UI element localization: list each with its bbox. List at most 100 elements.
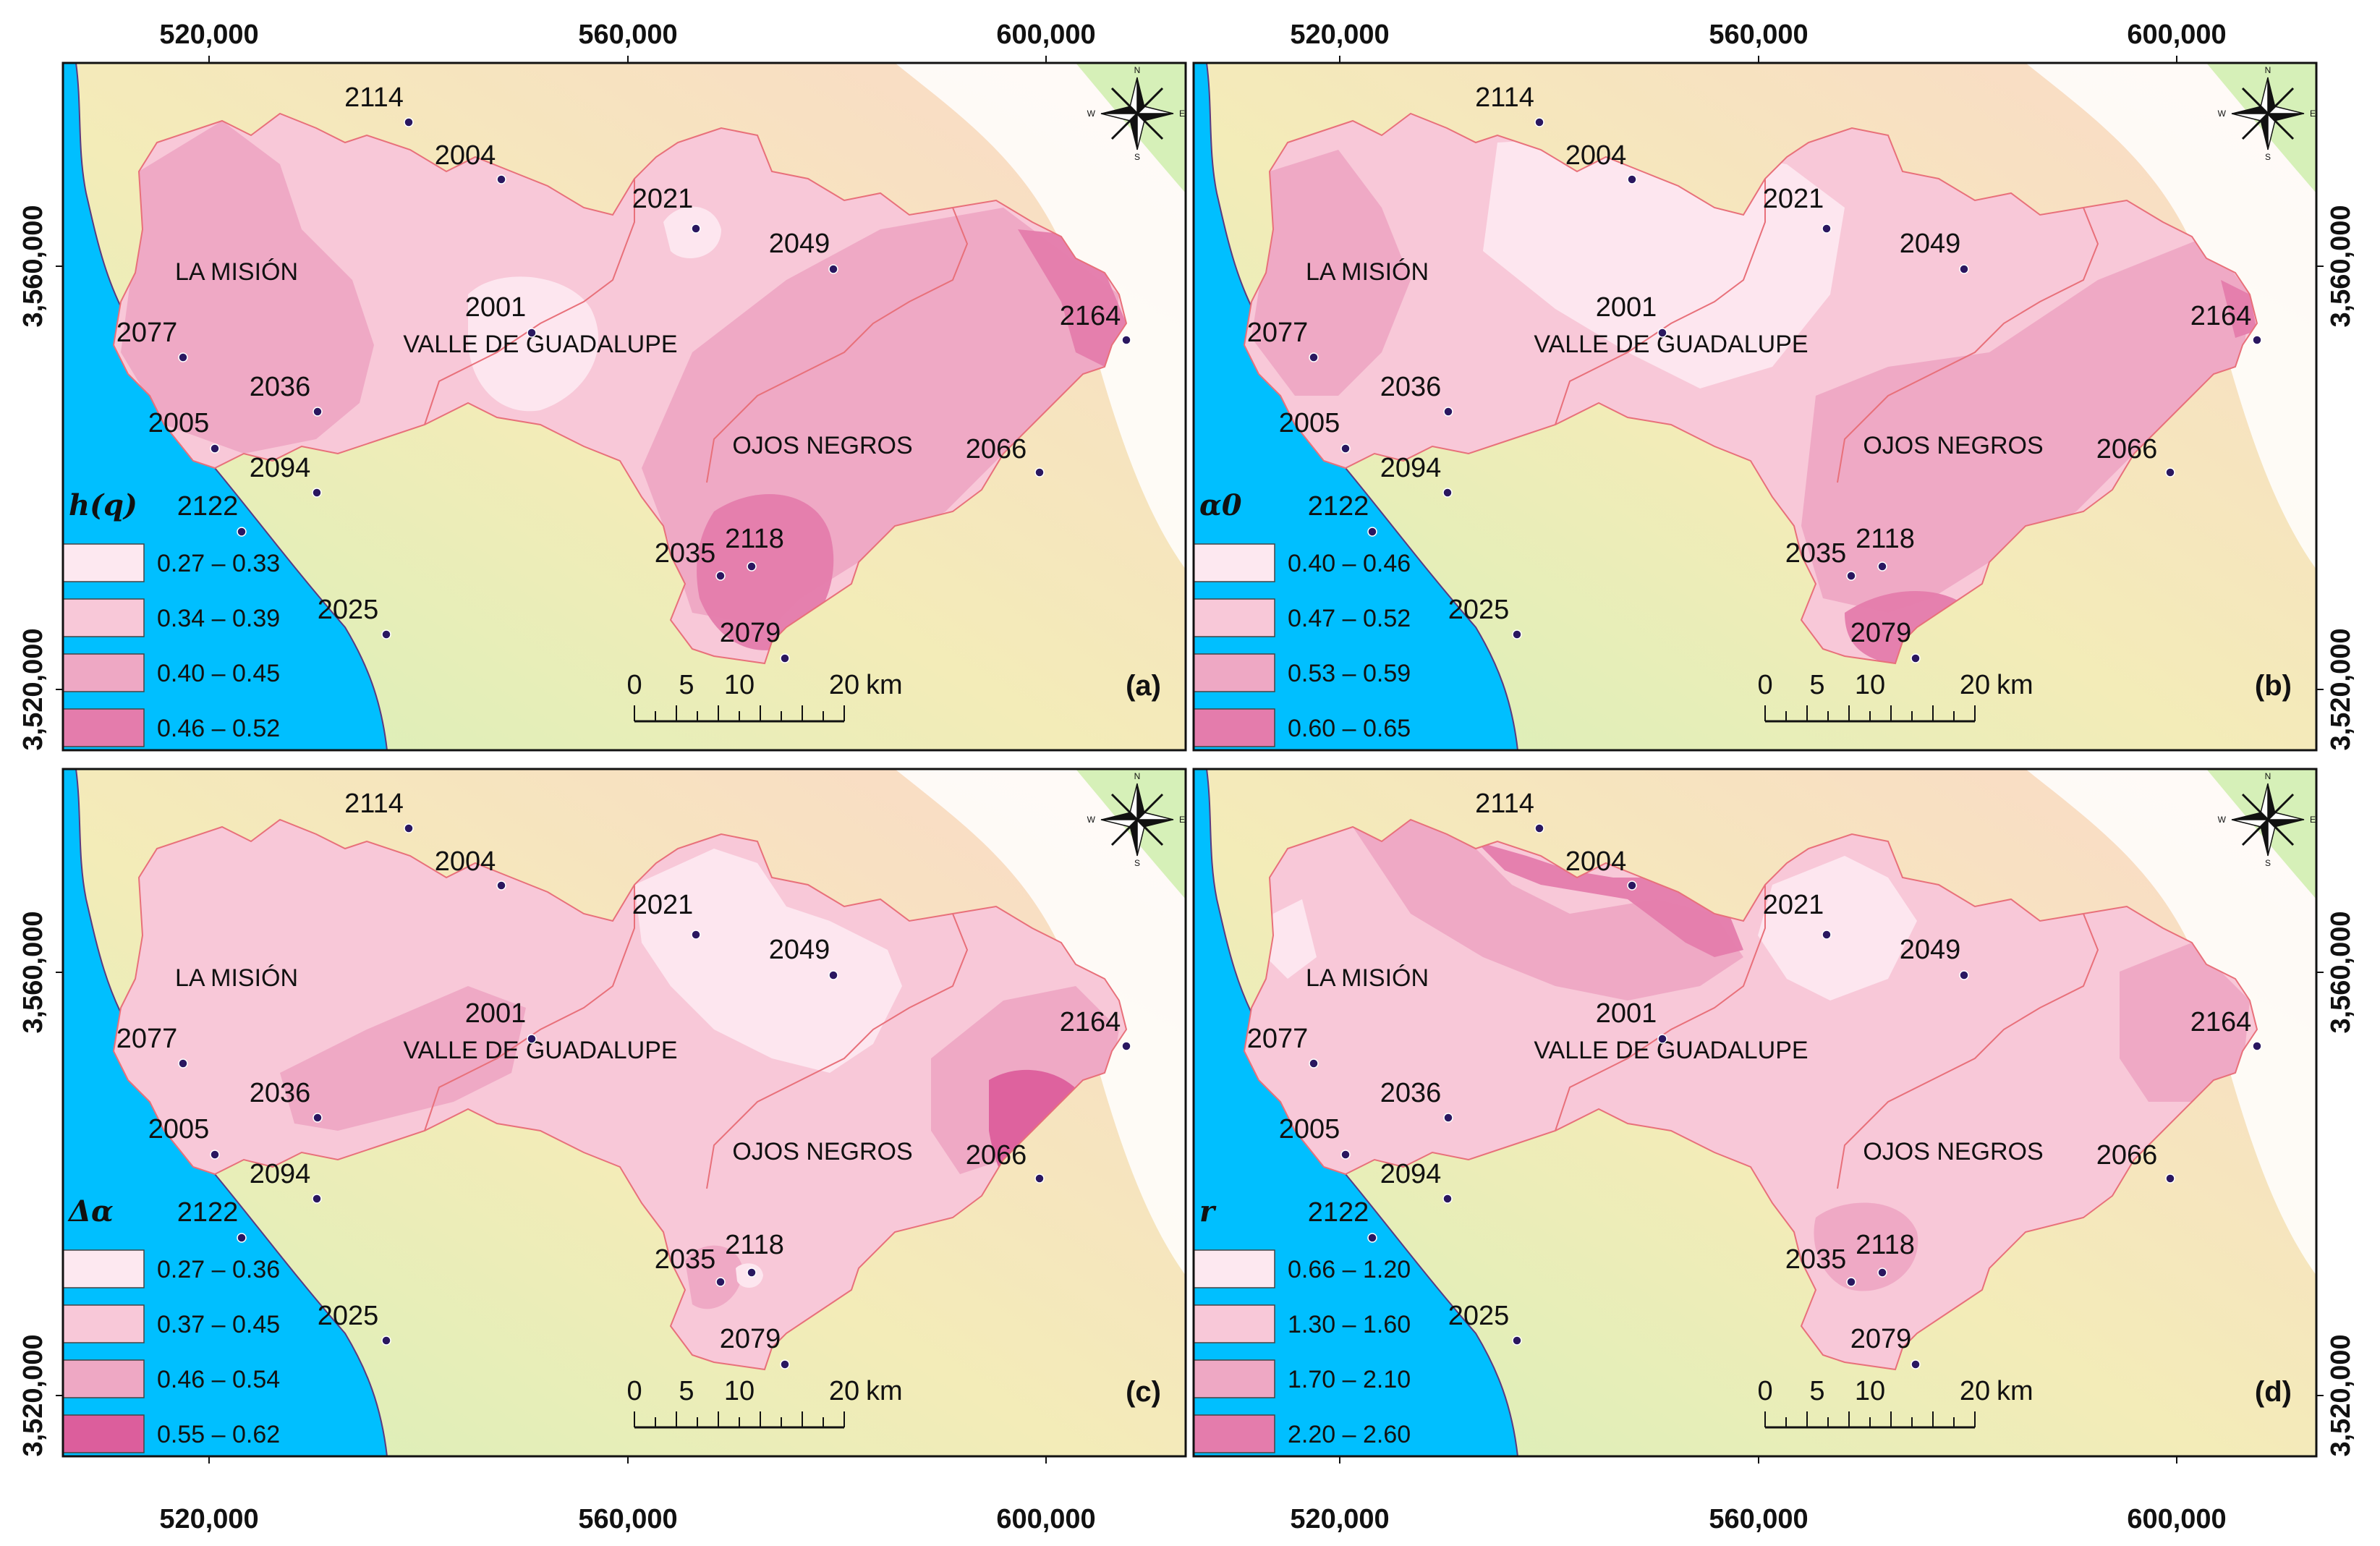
station-dot [1877, 561, 1887, 572]
legend: α0 0.40 – 0.46 0.47 – 0.52 0.53 – 0.59 0.60 … [1194, 488, 1411, 747]
station-label: 2077 [116, 1024, 178, 1054]
compass-diagonal [2266, 87, 2295, 115]
legend: r 0.66 – 1.20 1.30 – 1.60 1.70 – 2.10 2.20 –… [1194, 1194, 1411, 1453]
legend-swatch [63, 1359, 145, 1398]
compass-w-label: W [2218, 815, 2227, 825]
station-label: 2005 [1279, 1114, 1340, 1144]
class-zone-3 [1251, 150, 1411, 396]
panel-frame [61, 61, 1187, 752]
scale-label: 5 [679, 670, 694, 700]
station-dot [1534, 823, 1544, 833]
sub-basin-divider [424, 179, 635, 425]
panel-letter: (b) [2255, 670, 2292, 702]
legend-swatch [63, 1249, 145, 1288]
panel-frame [61, 768, 1187, 1458]
station-dot [1822, 224, 1832, 234]
station-dot [1627, 174, 1637, 184]
station-dot [404, 823, 414, 833]
station-dot [527, 328, 537, 338]
class-zone-1 [634, 849, 902, 1073]
station-label: 2094 [1380, 1159, 1442, 1189]
y-axis-label-right: 3,560,000 [2326, 911, 2356, 1033]
station-dot [210, 443, 220, 454]
legend-swatch [1194, 1359, 1275, 1398]
station-dot [2165, 1173, 2175, 1184]
x-axis-label-bottom: 520,000 [1290, 1504, 1389, 1534]
compass-diagonal [2266, 112, 2295, 140]
scale-label: 0 [1757, 1376, 1772, 1406]
station-dot [1911, 1359, 1921, 1369]
station-dot [1877, 1267, 1887, 1278]
compass-w-label: W [1087, 109, 1096, 119]
region-label: OJOS NEGROS [1863, 432, 2043, 459]
legend-swatch [1194, 598, 1275, 637]
compass-e-label: E [1179, 109, 1185, 119]
station-dot [1657, 1034, 1667, 1044]
station-label: 2035 [655, 538, 716, 569]
scale-label: 20 [1960, 670, 1990, 700]
station-dot [1911, 653, 1921, 663]
station-dot [1822, 930, 1832, 940]
station-label: 2035 [1785, 1244, 1847, 1275]
x-axis-label-top: 520,000 [1290, 20, 1389, 50]
station-label: 2036 [250, 372, 311, 402]
station-label: 2005 [148, 408, 210, 438]
x-axis-label-top: 600,000 [2127, 20, 2226, 50]
region-label: LA MISIÓN [175, 964, 298, 992]
scale-label: 10 [1855, 1376, 1885, 1406]
x-axis-label-bottom: 520,000 [159, 1504, 258, 1534]
scale-label: 10 [724, 1376, 755, 1406]
station-label: 2004 [435, 846, 496, 877]
legend-label: 0.46 – 0.52 [157, 715, 280, 742]
station-label: 2114 [1475, 82, 1534, 113]
station-label: 2004 [435, 140, 496, 171]
station-dot [747, 561, 757, 572]
scale-bar: 0 5 10 20 km [1757, 670, 2033, 723]
station-label: 2049 [769, 229, 830, 259]
legend-variable: r [1199, 1194, 1217, 1228]
legend-swatch [63, 598, 145, 637]
station-dot [780, 1359, 790, 1369]
sub-basin-divider [706, 913, 969, 1189]
region-label: VALLE DE GUADALUPE [403, 1037, 677, 1064]
station-label: 2118 [1856, 1230, 1915, 1260]
station-label: 2079 [720, 1324, 781, 1354]
station-dot [1442, 1194, 1453, 1204]
class-zone-3 [2120, 943, 2250, 1102]
station-dot [312, 1194, 322, 1204]
station-dot [2252, 1041, 2262, 1051]
class-zone-4 [1476, 841, 1743, 957]
class-zone-4 [697, 494, 834, 650]
station-dot [1309, 1058, 1319, 1069]
station-dot [1367, 527, 1377, 537]
station-label: 2004 [1565, 846, 1627, 877]
station-dot [1121, 1041, 1131, 1051]
station-dot [1627, 880, 1637, 891]
legend-label: 0.34 – 0.39 [157, 605, 280, 632]
region-label: OJOS NEGROS [1863, 1138, 2043, 1165]
y-axis-label-left: 3,520,000 [18, 628, 48, 750]
station-dot [780, 653, 790, 663]
basin-boundary [1243, 818, 2258, 1371]
station-label: 2077 [116, 318, 178, 348]
map-panel-a: LA MISIÓN VALLE DE GUADALUPE OJOS NEGROS 21… [56, 56, 1187, 752]
station-label: 2036 [1380, 1078, 1442, 1108]
terrain-green-ridge [2206, 63, 2316, 193]
station-dot [1442, 488, 1453, 498]
x-axis-label-bottom: 600,000 [996, 1504, 1095, 1534]
scale-label: 5 [1809, 1376, 1824, 1406]
station-dot [1443, 407, 1453, 417]
x-axis-label-bottom: 600,000 [2127, 1504, 2226, 1534]
station-label: 2114 [1475, 789, 1534, 819]
station-label: 2004 [1565, 140, 1627, 171]
sub-basin-divider [424, 885, 635, 1131]
station-label: 2079 [1850, 1324, 1912, 1354]
station-dot [237, 527, 247, 537]
station-label: 2077 [1247, 1024, 1309, 1054]
legend-swatch [1194, 1414, 1275, 1453]
station-label: 2094 [250, 1159, 311, 1189]
map-panel-d: LA MISIÓN VALLE DE GUADALUPE OJOS NEGROS 21… [1192, 768, 2324, 1464]
station-label: 2066 [966, 1140, 1027, 1171]
station-label: 2122 [177, 1197, 239, 1228]
compass-s-label: S [1134, 152, 1140, 162]
